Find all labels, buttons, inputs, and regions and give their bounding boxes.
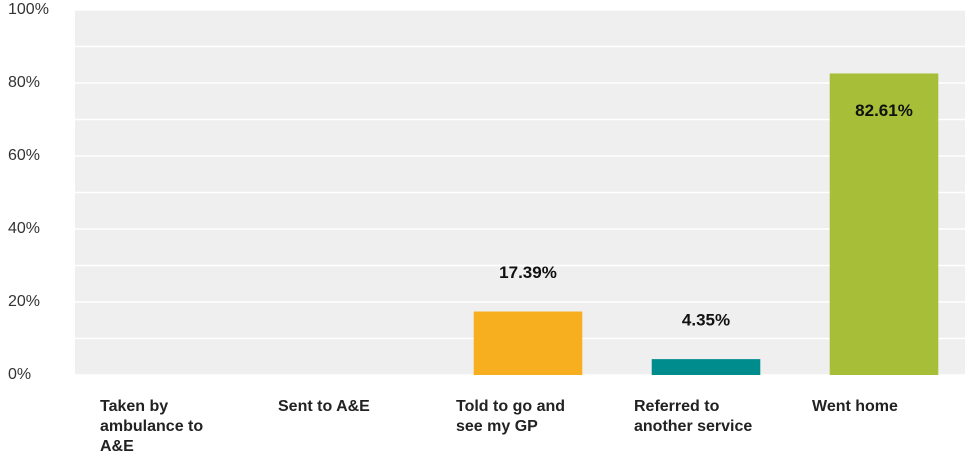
bar (473, 311, 583, 375)
value-label: 4.35% (682, 311, 730, 330)
bar (651, 359, 761, 375)
x-tick-label: Sent to A&E (278, 398, 370, 415)
bar (829, 73, 939, 375)
value-label: 82.61% (855, 101, 913, 120)
y-tick-label: 80% (8, 74, 40, 91)
y-tick-label: 100% (8, 1, 49, 18)
x-tick-label: Referred to another service (634, 398, 753, 435)
x-tick-label: Told to go and see my GP (456, 398, 566, 435)
value-label: 17.39% (499, 263, 557, 282)
y-tick-label: 20% (8, 293, 40, 310)
x-tick-label: Taken by ambulance to A&E (100, 398, 204, 455)
y-tick-label: 0% (8, 366, 31, 383)
y-tick-label: 40% (8, 220, 40, 237)
y-tick-label: 60% (8, 147, 40, 164)
x-tick-label: Went home (812, 398, 898, 415)
